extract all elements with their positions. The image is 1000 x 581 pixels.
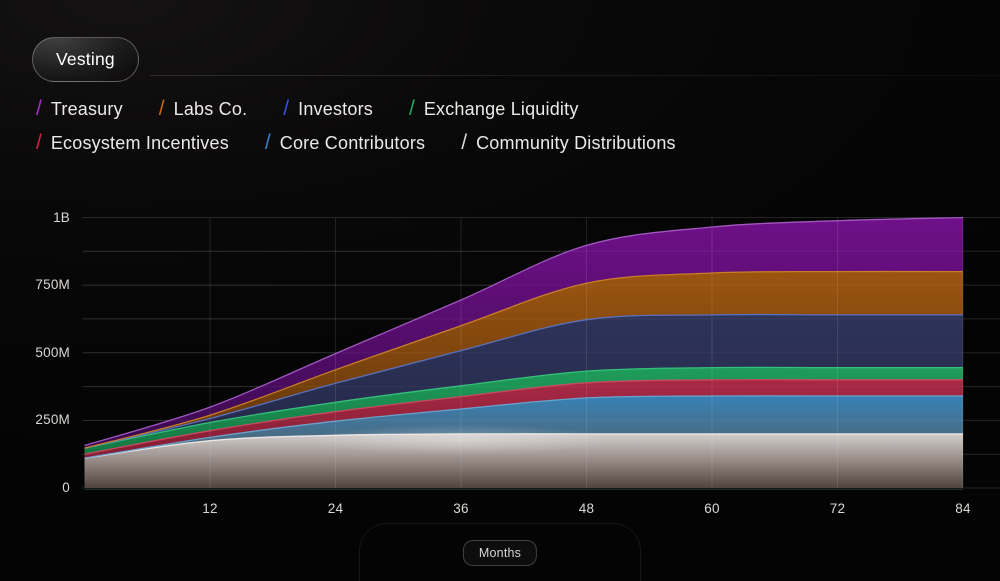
legend-row-2: / Ecosystem Incentives / Core Contributors /…	[36, 131, 676, 154]
legend-item-label: Core Contributors	[279, 133, 426, 153]
legend-item-label: Community Distributions	[476, 133, 676, 153]
y-tick-label-0: 0	[62, 480, 70, 495]
x-tick-label-24: 24	[327, 501, 344, 516]
y-tick-label-750m: 750M	[35, 277, 70, 293]
band-exchange-liquidity[interactable]	[84, 367, 964, 455]
horizontal-gridlines-overlay	[84, 250, 963, 455]
x-tick-label-36: 36	[453, 501, 469, 516]
y-tick-label-250m: 250M	[35, 412, 70, 428]
x-tick-label-48: 48	[578, 501, 595, 516]
band-highlight	[310, 424, 610, 456]
legend-item-label: Investors	[298, 99, 373, 119]
x-axis-label-panel	[359, 523, 641, 581]
legend-slash-icon: /	[264, 131, 271, 154]
band-investors[interactable]	[84, 314, 964, 449]
y-tick-label-1b: 1B	[53, 209, 70, 225]
legend-item-label: Ecosystem Incentives	[50, 133, 229, 153]
band-community-distributions[interactable]	[84, 433, 964, 488]
x-tick-label-72: 72	[829, 501, 846, 516]
legend-item-ecosystem-incentives[interactable]: / Ecosystem Incentives	[36, 131, 229, 154]
y-tick-label-500m: 500M	[35, 344, 70, 360]
legend-slash-icon: /	[158, 97, 165, 120]
vesting-tab-pill[interactable]: Vesting	[32, 37, 139, 82]
legend-slash-icon: /	[461, 131, 468, 154]
x-tick-label-84: 84	[955, 501, 971, 516]
legend-item-label: Treasury	[50, 99, 123, 119]
legend-row-1: / Treasury / Labs Co. / Investors / Exchange Li…	[36, 97, 676, 120]
legend-item-label: Exchange Liquidity	[423, 99, 579, 119]
legend-item-exchange-liquidity[interactable]: / Exchange Liquidity	[408, 97, 579, 120]
legend-slash-icon: /	[36, 131, 42, 154]
legend-slash-icon: /	[408, 97, 415, 120]
legend-item-community-distributions[interactable]: / Community Distributions	[461, 131, 676, 154]
band-ecosystem-incentives[interactable]	[84, 379, 964, 459]
legend-item-labs-co[interactable]: / Labs Co.	[158, 97, 248, 120]
legend-item-label: Labs Co.	[173, 99, 248, 119]
legend-slash-icon: /	[283, 97, 290, 120]
vertical-gridlines	[209, 217, 964, 488]
x-tick-label-12: 12	[202, 501, 218, 516]
x-tick-label-60: 60	[704, 501, 720, 516]
header-separator-line	[150, 75, 1000, 76]
band-labs-co[interactable]	[84, 271, 964, 449]
chart-legend: / Treasury / Labs Co. / Investors / Exchange Li…	[36, 97, 676, 167]
band-treasury[interactable]	[84, 217, 964, 449]
x-axis-unit-pill[interactable]: Months	[462, 540, 538, 566]
legend-item-treasury[interactable]: / Treasury	[36, 97, 123, 120]
legend-slash-icon: /	[36, 97, 42, 120]
band-edge-strokes	[84, 216, 964, 459]
legend-item-investors[interactable]: / Investors	[283, 97, 373, 120]
legend-item-core-contributors[interactable]: / Core Contributors	[264, 131, 426, 154]
